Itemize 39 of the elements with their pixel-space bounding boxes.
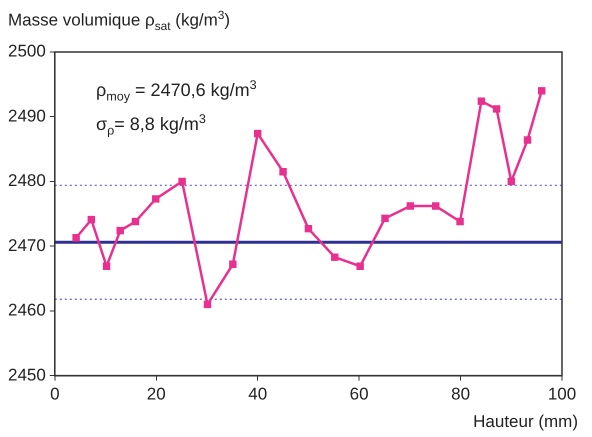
point bbox=[432, 202, 440, 210]
point bbox=[524, 136, 532, 144]
x-tick-label: 80 bbox=[451, 384, 470, 404]
x-tick-label: 40 bbox=[248, 384, 268, 404]
point bbox=[456, 218, 464, 226]
y-tick-label: 2450 bbox=[8, 365, 46, 384]
point bbox=[381, 214, 389, 222]
x-tick-label: 60 bbox=[350, 384, 369, 404]
point bbox=[478, 97, 486, 105]
point bbox=[178, 178, 186, 186]
point bbox=[88, 216, 96, 224]
point bbox=[331, 253, 339, 261]
y-tick-label: 2490 bbox=[8, 106, 46, 126]
y-tick-label: 2480 bbox=[8, 171, 46, 190]
point bbox=[356, 262, 364, 270]
point bbox=[304, 224, 312, 232]
x-axis-title: Hauteur (mm) bbox=[473, 412, 578, 432]
point bbox=[102, 262, 110, 270]
point bbox=[152, 195, 160, 203]
annotation: ρ$_{moy}$ = 2470,6 kg/m$^{3}$ bbox=[96, 78, 257, 104]
point bbox=[229, 260, 237, 268]
point bbox=[406, 202, 414, 210]
y-axis-title: Masse volumique ρ$_{sat}$ (kg/m$^{3}$) bbox=[8, 8, 230, 34]
point bbox=[132, 218, 140, 226]
point bbox=[538, 87, 546, 95]
point bbox=[72, 234, 80, 242]
x-tick-label: 0 bbox=[50, 384, 60, 404]
y-tick-label: 2470 bbox=[8, 236, 46, 255]
y-tick-label: 2500 bbox=[8, 42, 46, 61]
y-tick-label: 2460 bbox=[8, 300, 46, 320]
x-tick-label: 20 bbox=[146, 384, 166, 404]
point bbox=[508, 178, 516, 186]
point bbox=[492, 105, 500, 113]
x-tick-label: 100 bbox=[548, 384, 576, 404]
point bbox=[254, 130, 262, 138]
annotation: σ$_{ρ}$= 8,8 kg/m$^{3}$ bbox=[96, 112, 206, 138]
point bbox=[116, 226, 124, 234]
point bbox=[204, 300, 212, 308]
point bbox=[279, 168, 287, 176]
